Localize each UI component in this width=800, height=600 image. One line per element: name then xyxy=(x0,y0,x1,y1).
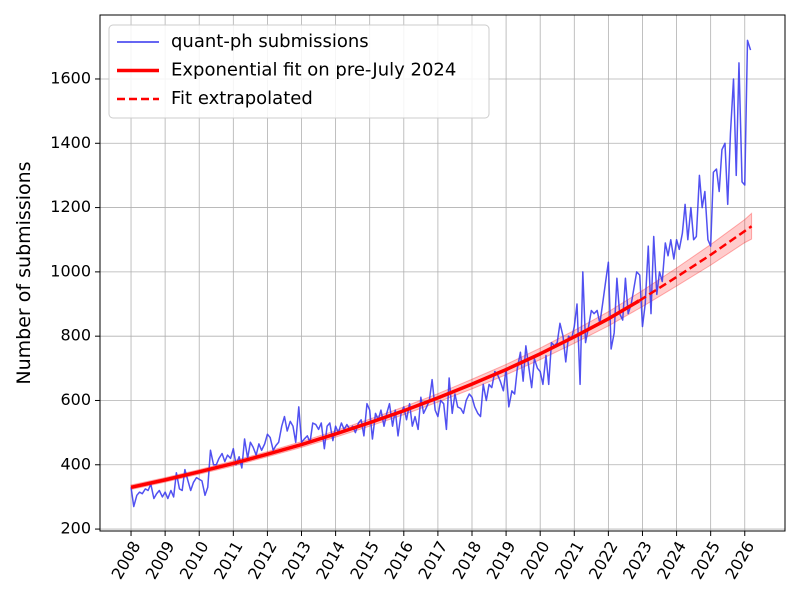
x-tick-label: 2020 xyxy=(517,538,554,583)
x-tick-label: 2011 xyxy=(210,538,247,583)
x-tick-label: 2021 xyxy=(551,538,588,583)
x-tick-label: 2019 xyxy=(483,538,520,583)
y-tick-label: 400 xyxy=(60,454,91,473)
x-tick-label: 2010 xyxy=(176,538,213,583)
x-tick-label: 2023 xyxy=(619,538,656,583)
legend-label: quant-ph submissions xyxy=(171,31,369,52)
y-tick-label: 1600 xyxy=(50,68,91,87)
confidence-band xyxy=(130,212,753,491)
x-tick-label: 2017 xyxy=(414,538,451,583)
x-tick-label: 2013 xyxy=(278,538,315,583)
y-tick-label: 800 xyxy=(60,326,91,345)
x-tick-label: 2008 xyxy=(108,538,145,583)
plot-frame xyxy=(99,14,786,532)
legend-label: Fit extrapolated xyxy=(171,88,313,109)
y-tick-label: 1400 xyxy=(50,133,91,152)
data-line xyxy=(130,299,640,489)
legend-box xyxy=(108,24,490,119)
y-tick-label: 600 xyxy=(60,390,91,409)
y-axis-label: Number of submissions xyxy=(13,161,35,384)
y-tick-label: 1200 xyxy=(50,197,91,216)
x-tick-label: 2014 xyxy=(312,538,349,583)
x-tick-label: 2026 xyxy=(721,538,758,583)
legend-label: Exponential fit on pre-July 2024 xyxy=(171,60,456,81)
y-tick-label: 200 xyxy=(60,519,91,538)
x-tick-label: 2018 xyxy=(449,538,486,583)
x-tick-label: 2015 xyxy=(346,538,383,583)
legend: quant-ph submissions Exponential fit on p… xyxy=(108,24,490,119)
x-tick-label: 2024 xyxy=(653,538,690,583)
data-line xyxy=(638,225,753,302)
x-tick-label: 2009 xyxy=(142,538,179,583)
x-tick-label: 2016 xyxy=(380,538,417,583)
y-tick-label: 1000 xyxy=(50,261,91,280)
data-line xyxy=(130,39,752,508)
x-tick-label: 2022 xyxy=(585,538,622,583)
x-tick-label: 2012 xyxy=(244,538,281,583)
x-tick-label: 2025 xyxy=(687,538,724,583)
